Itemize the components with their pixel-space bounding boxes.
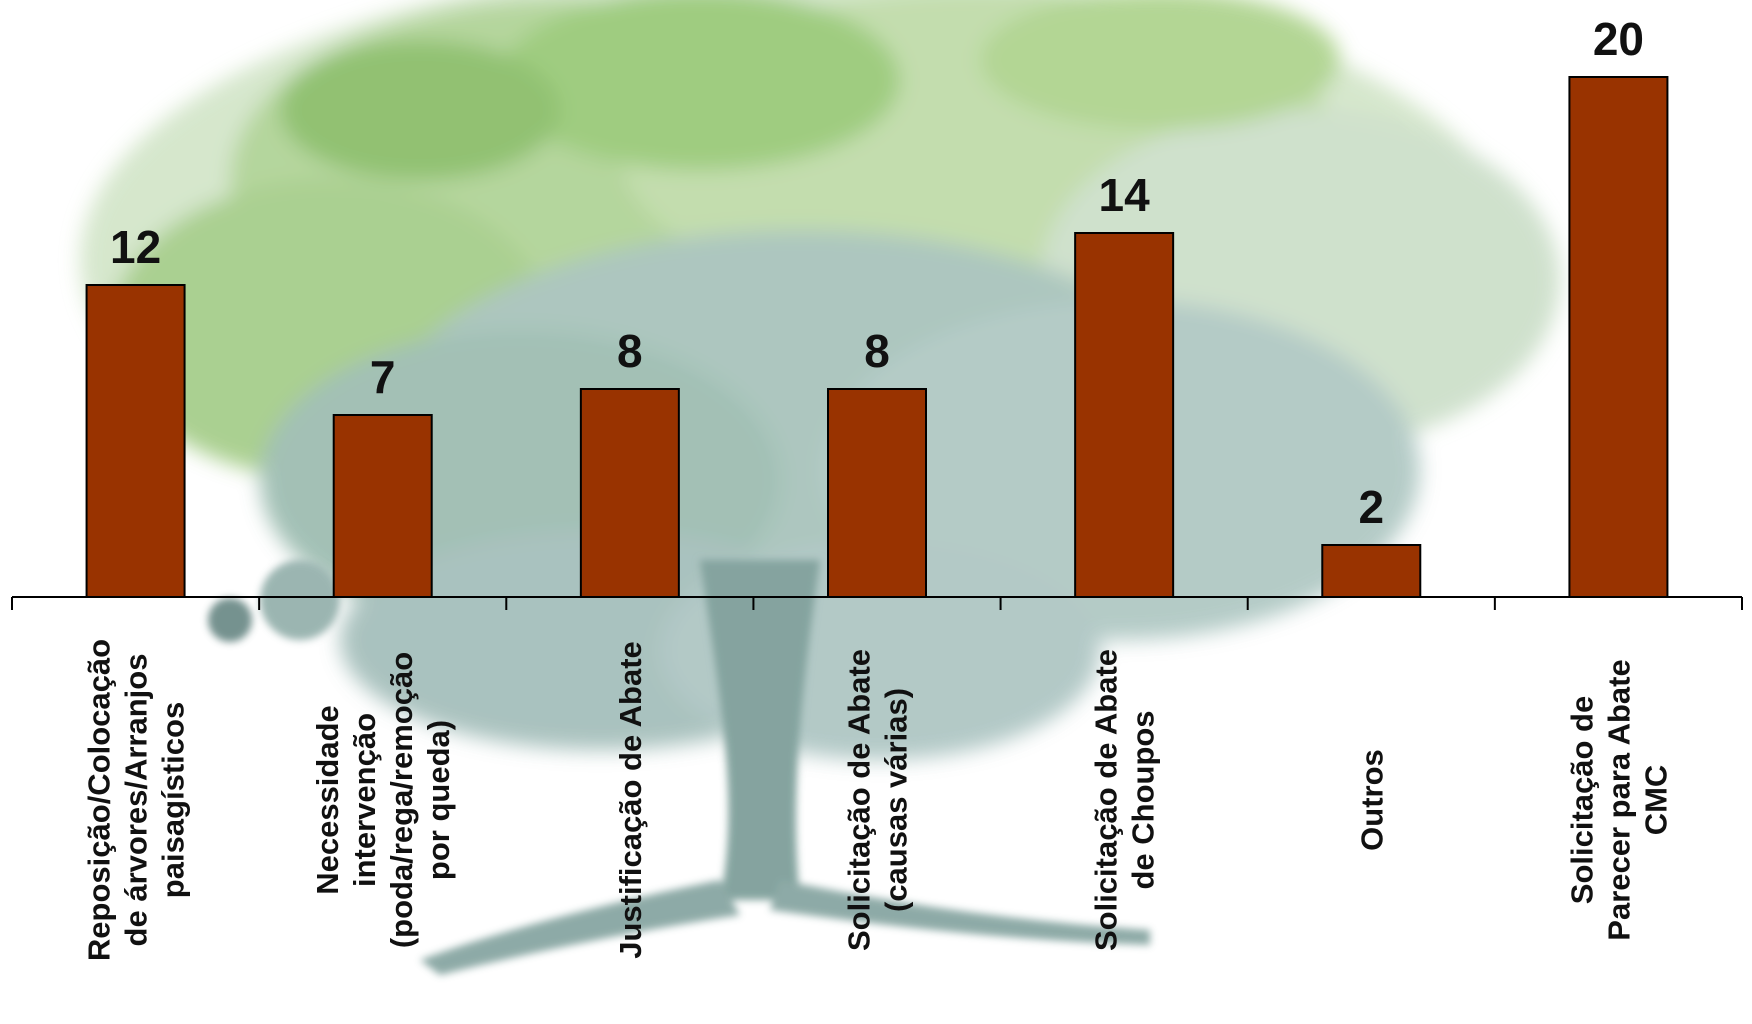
bars-layer [85,76,1669,598]
category-label-2: Necessidadeintervenção(poda/rega/remoção… [310,652,456,948]
category-label-line: Solicitação de [1564,696,1599,904]
category-label-line: Reposição/Colocação [82,639,117,961]
category-label-line: Outros [1354,749,1389,851]
category-label-1: Reposição/Colocaçãode árvores/Arranjospa… [82,639,191,961]
category-label-line: intervenção [347,713,382,887]
category-label-text-4: Solicitação de Abate(causas várias) [842,649,914,951]
category-label-line: (poda/rega/remoção [384,652,419,948]
category-label-text-1: Reposição/Colocaçãode árvores/Arranjospa… [82,639,191,961]
category-label-6: Outros [1354,749,1389,851]
category-label-line: Justificação de Abate [613,641,648,959]
bar-4 [827,388,927,598]
bar-7 [1568,76,1669,598]
category-label-5: Solicitação de Abatede Choupos [1089,649,1161,951]
x-axis [11,596,1743,610]
category-label-4: Solicitação de Abate(causas várias) [842,649,914,951]
value-label-7: 20 [1593,13,1644,65]
category-label-text-3: Justificação de Abate [613,641,648,959]
bar-3 [579,388,680,598]
category-label-3: Justificação de Abate [613,641,648,959]
category-label-line: Necessidade [310,705,345,895]
tree-illustration-background [80,0,1560,975]
value-label-2: 7 [370,351,396,403]
category-label-line: (causas várias) [879,688,914,912]
category-label-text-2: Necessidadeintervenção(poda/rega/remoção… [310,652,456,948]
category-label-line: de Choupos [1126,710,1161,889]
category-label-7: Solicitação deParecer para AbateCMC [1564,659,1673,940]
value-label-4: 8 [864,325,890,377]
category-labels: Reposição/Colocaçãode árvores/Arranjospa… [82,639,1674,961]
category-label-text-7: Solicitação deParecer para AbateCMC [1564,659,1673,940]
bar-5 [1074,232,1175,598]
category-label-line: de árvores/Arranjos [119,654,154,947]
category-label-text-6: Outros [1354,749,1389,851]
value-label-1: 12 [110,221,161,273]
category-label-line: paisagísticos [156,702,191,898]
bar-2 [332,414,433,598]
category-label-line: por queda) [421,720,456,880]
category-label-line: Solicitação de Abate [842,649,877,951]
bar-1 [85,284,186,598]
value-labels: 12 7 8 8 14 2 20 [110,13,1644,533]
category-label-text-5: Solicitação de Abatede Choupos [1089,649,1161,951]
value-label-5: 14 [1099,169,1151,221]
category-label-line: CMC [1638,765,1673,836]
category-label-line: Parecer para Abate [1601,659,1636,940]
value-label-6: 2 [1358,481,1384,533]
value-label-3: 8 [617,325,643,377]
category-label-line: Solicitação de Abate [1089,649,1124,951]
bar-6 [1321,544,1422,598]
